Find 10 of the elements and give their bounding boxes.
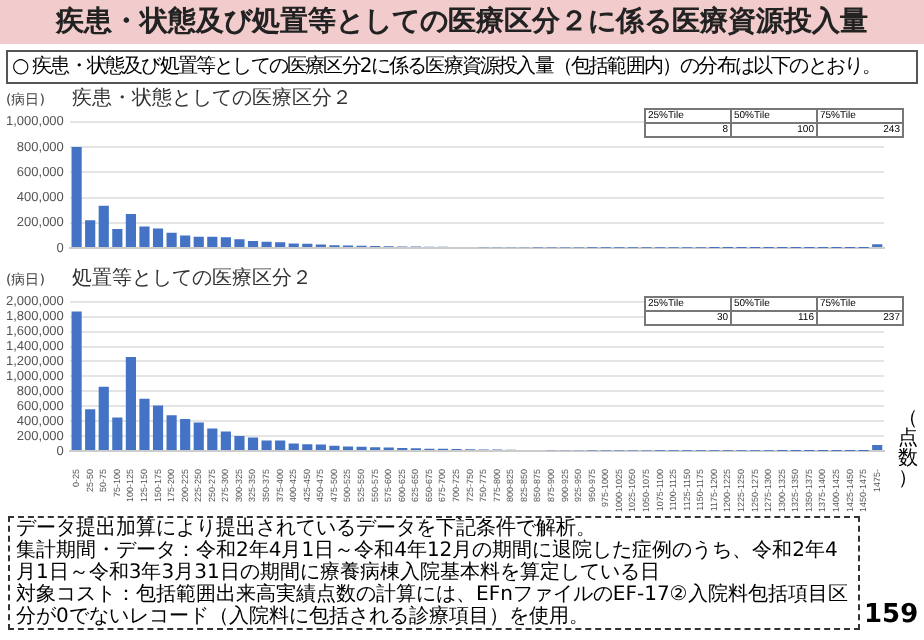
text: 159 <box>864 600 919 630</box>
x-axis-title: （点数） <box>898 408 918 490</box>
text: 集計期間・データ：令和2年4月1日～令和4年12月の期間に退院した症例のうち、令和2年4月1日～令和3年3月31日の期間に療養病棟入院基本料を算定している日 <box>16 540 840 584</box>
bar <box>872 444 883 450</box>
chart-title: 処置等としての医療区分２ <box>72 265 312 292</box>
chart-title: 疾患・状態としての医療区分２ <box>72 85 352 112</box>
text: データ提出加算により提出されているデータを下記条件で解析。 <box>16 518 598 540</box>
text: 対象コスト：包括範囲出来高実績点数の計算には、EFnファイルのEF-17②入院料包括項目区分が0でないレコード（入院料に包括される診療項目）を使用。 <box>16 584 850 628</box>
text: ○ 疾患・状態及び処置等としての医療区分2に係る医療資源投入量（包括範囲内）の分布は以下のとおり。 <box>6 50 918 84</box>
text: 疾患・状態及び処置等としての医療区分２に係る医療資源投入量 <box>0 0 924 44</box>
